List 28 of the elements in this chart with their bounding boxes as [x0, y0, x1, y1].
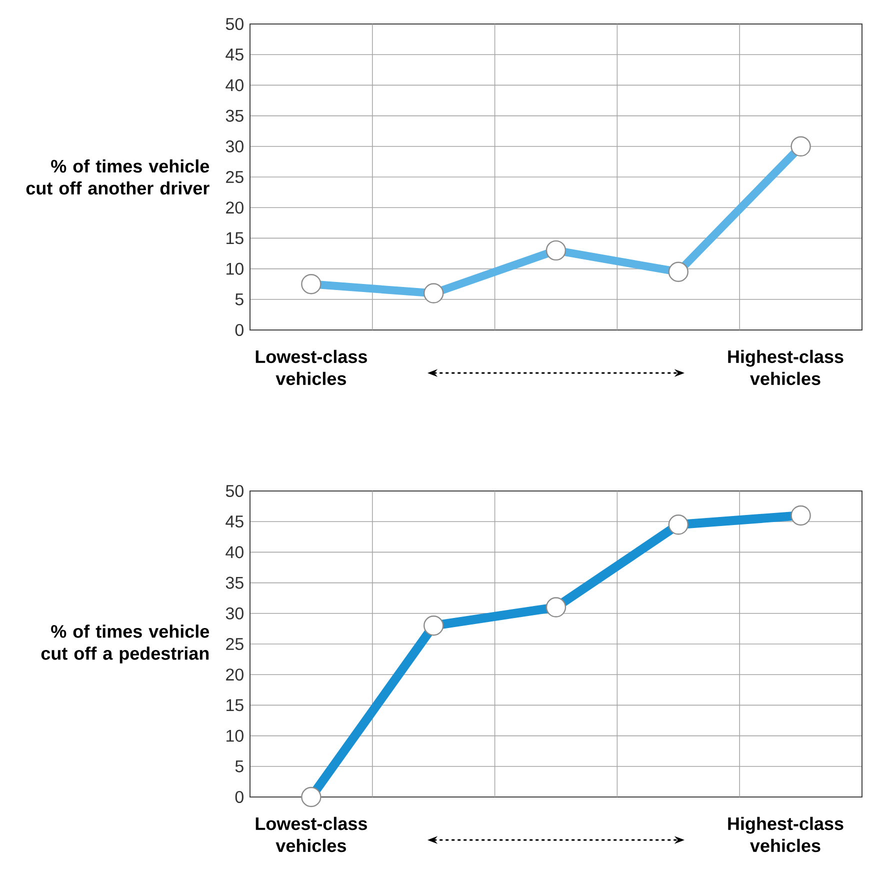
y-tick-label: 20	[226, 202, 244, 214]
y-axis-title: % of times vehicle cut off another driver	[26, 159, 210, 195]
y-tick-label: 0	[235, 790, 244, 804]
text: Highest-class vehicles	[728, 816, 844, 852]
y-tick-label: 25	[226, 638, 244, 650]
y-tick-label: 25	[226, 170, 244, 184]
y-tick-label: 50	[226, 484, 244, 498]
y-tick-label: 20	[226, 668, 244, 681]
y-tick-label: 50	[226, 18, 244, 30]
text: Lowest-class vehicles	[256, 816, 367, 852]
y-tick-label: 15	[226, 232, 244, 244]
y-tick-label: 45	[226, 516, 244, 528]
y-tick-label: 35	[226, 110, 244, 122]
y-tick-label: 10	[226, 730, 244, 742]
text: Highest-class vehicles	[728, 350, 844, 386]
y-tick-label: 30	[226, 607, 244, 620]
y-tick-label: 10	[226, 262, 244, 275]
y-tick-label: 5	[235, 293, 244, 306]
y-tick-label: 35	[226, 576, 244, 589]
y-tick-label: 40	[226, 79, 244, 92]
y-tick-label: 45	[226, 48, 244, 61]
y-tick-label: 5	[235, 760, 244, 772]
y-tick-label: 40	[226, 546, 244, 558]
y-tick-label: 30	[226, 140, 244, 152]
y-tick-label: 15	[226, 699, 244, 712]
y-axis-title: % of times vehicle cut off a pedestrian	[41, 624, 210, 664]
text: Lowest-class vehicles	[256, 350, 367, 386]
y-tick-label: 0	[235, 324, 244, 336]
